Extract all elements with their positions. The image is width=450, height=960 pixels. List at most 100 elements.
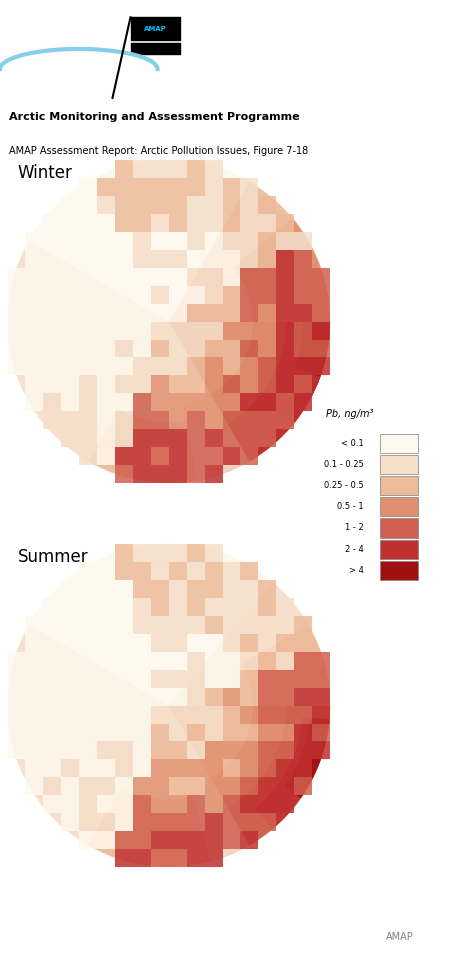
Bar xyxy=(187,563,205,580)
Bar xyxy=(169,250,187,268)
Wedge shape xyxy=(183,706,330,864)
Bar xyxy=(43,652,61,670)
Bar xyxy=(61,268,79,286)
Bar xyxy=(151,778,169,795)
Bar xyxy=(115,375,133,394)
Bar xyxy=(61,394,79,411)
Bar xyxy=(133,616,151,634)
Bar xyxy=(79,741,97,759)
Wedge shape xyxy=(233,365,320,461)
Bar xyxy=(133,544,151,563)
Bar xyxy=(169,465,187,483)
Wedge shape xyxy=(169,182,330,322)
Bar xyxy=(187,250,205,268)
Text: AMAP Assessment Report: Arctic Pollution Issues, Figure 7-18: AMAP Assessment Report: Arctic Pollution… xyxy=(9,146,308,156)
Bar xyxy=(133,795,151,813)
Bar xyxy=(258,232,276,250)
Bar xyxy=(240,232,258,250)
Bar xyxy=(79,580,97,598)
Bar xyxy=(169,160,187,179)
Bar xyxy=(25,616,43,634)
Bar xyxy=(115,160,133,179)
Bar xyxy=(187,179,205,196)
Bar xyxy=(133,160,151,179)
Bar xyxy=(25,706,43,724)
Bar xyxy=(223,759,240,778)
Bar xyxy=(240,778,258,795)
Bar xyxy=(276,322,294,340)
Bar xyxy=(97,232,115,250)
Bar xyxy=(223,250,240,268)
Bar xyxy=(258,268,276,286)
Bar xyxy=(205,322,223,340)
Bar xyxy=(240,563,258,580)
Bar xyxy=(133,831,151,849)
Bar xyxy=(151,465,169,483)
Bar xyxy=(151,286,169,303)
Bar xyxy=(223,598,240,616)
Bar xyxy=(223,706,240,724)
Bar xyxy=(294,616,312,634)
Bar xyxy=(205,214,223,232)
Bar xyxy=(79,687,97,706)
Bar xyxy=(79,232,97,250)
Bar xyxy=(97,652,115,670)
Bar xyxy=(294,268,312,286)
Bar xyxy=(276,286,294,303)
Bar xyxy=(240,687,258,706)
Bar xyxy=(205,411,223,429)
Bar xyxy=(97,411,115,429)
Bar xyxy=(97,214,115,232)
Bar xyxy=(79,795,97,813)
Bar xyxy=(43,706,61,724)
Bar xyxy=(276,357,294,375)
Bar xyxy=(115,544,133,563)
Bar xyxy=(79,759,97,778)
Bar xyxy=(312,268,330,286)
Bar xyxy=(115,322,133,340)
Bar xyxy=(187,616,205,634)
Bar xyxy=(223,741,240,759)
Bar xyxy=(187,303,205,322)
Bar xyxy=(205,196,223,214)
Bar xyxy=(187,286,205,303)
Bar xyxy=(169,687,187,706)
Bar xyxy=(187,196,205,214)
Bar xyxy=(115,724,133,741)
Bar xyxy=(294,778,312,795)
Bar xyxy=(61,214,79,232)
Bar xyxy=(151,375,169,394)
Bar xyxy=(115,563,133,580)
Bar xyxy=(133,813,151,831)
Bar xyxy=(133,849,151,867)
Bar xyxy=(223,429,240,447)
Bar xyxy=(312,322,330,340)
Bar xyxy=(25,375,43,394)
Bar xyxy=(169,429,187,447)
Bar xyxy=(151,544,169,563)
Bar xyxy=(61,411,79,429)
Bar xyxy=(79,634,97,652)
Bar xyxy=(240,214,258,232)
Bar xyxy=(151,687,169,706)
Bar xyxy=(25,724,43,741)
Bar xyxy=(151,670,169,687)
Bar xyxy=(276,778,294,795)
Bar xyxy=(97,286,115,303)
Bar xyxy=(240,286,258,303)
Bar xyxy=(79,375,97,394)
Bar xyxy=(169,598,187,616)
Bar xyxy=(79,411,97,429)
Bar xyxy=(97,447,115,465)
Bar xyxy=(151,634,169,652)
Bar xyxy=(61,706,79,724)
Bar xyxy=(25,250,43,268)
Bar xyxy=(133,724,151,741)
Wedge shape xyxy=(228,706,330,845)
Bar xyxy=(187,160,205,179)
Bar xyxy=(115,303,133,322)
Bar xyxy=(97,724,115,741)
Bar xyxy=(25,268,43,286)
Bar xyxy=(169,813,187,831)
Bar xyxy=(43,724,61,741)
